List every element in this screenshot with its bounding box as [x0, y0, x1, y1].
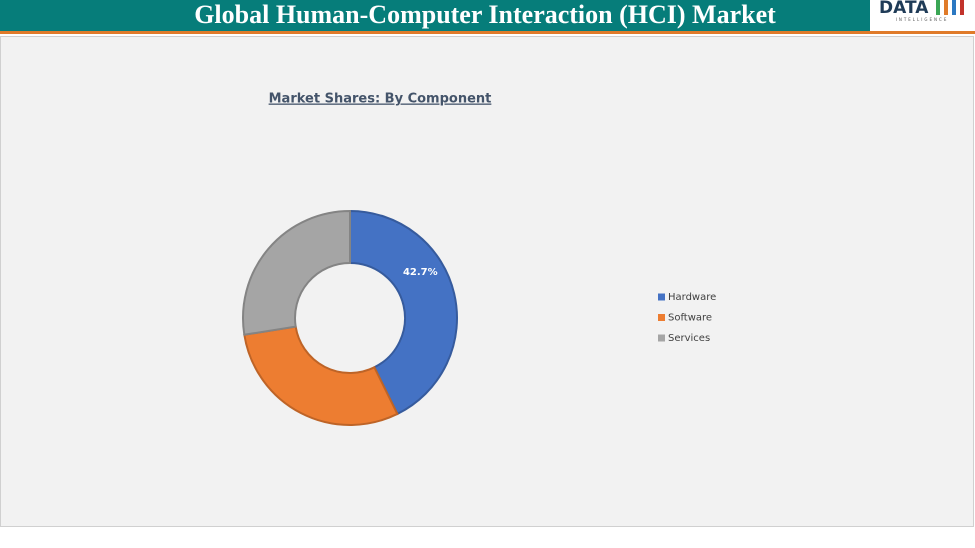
- header-accent: [0, 31, 975, 34]
- donut-slice: [242, 209, 351, 336]
- legend-swatch: [658, 334, 665, 342]
- legend-label: Software: [668, 313, 712, 324]
- legend-swatch: [658, 314, 665, 321]
- logo-bar: [960, 0, 964, 15]
- chart-panel: [0, 36, 974, 527]
- logo-box: [870, 0, 975, 31]
- logo-tagline: INTELLIGENCE: [896, 17, 949, 22]
- logo-bar: [936, 0, 940, 15]
- header-bar: [0, 0, 870, 31]
- donut-slice: [243, 325, 399, 426]
- page-title: Global Human-Computer Interaction (HCI) …: [194, 0, 776, 29]
- legend-label: Hardware: [668, 292, 716, 303]
- chart-title: Market Shares: By Component: [269, 92, 492, 107]
- logo-bar: [944, 0, 948, 15]
- logo: DATA: [879, 0, 929, 18]
- legend-swatch: [658, 293, 665, 301]
- data-label: 42.7%: [403, 267, 438, 278]
- donut-slice: [349, 209, 458, 416]
- logo-bar: [952, 0, 956, 15]
- legend-label: Services: [668, 333, 710, 344]
